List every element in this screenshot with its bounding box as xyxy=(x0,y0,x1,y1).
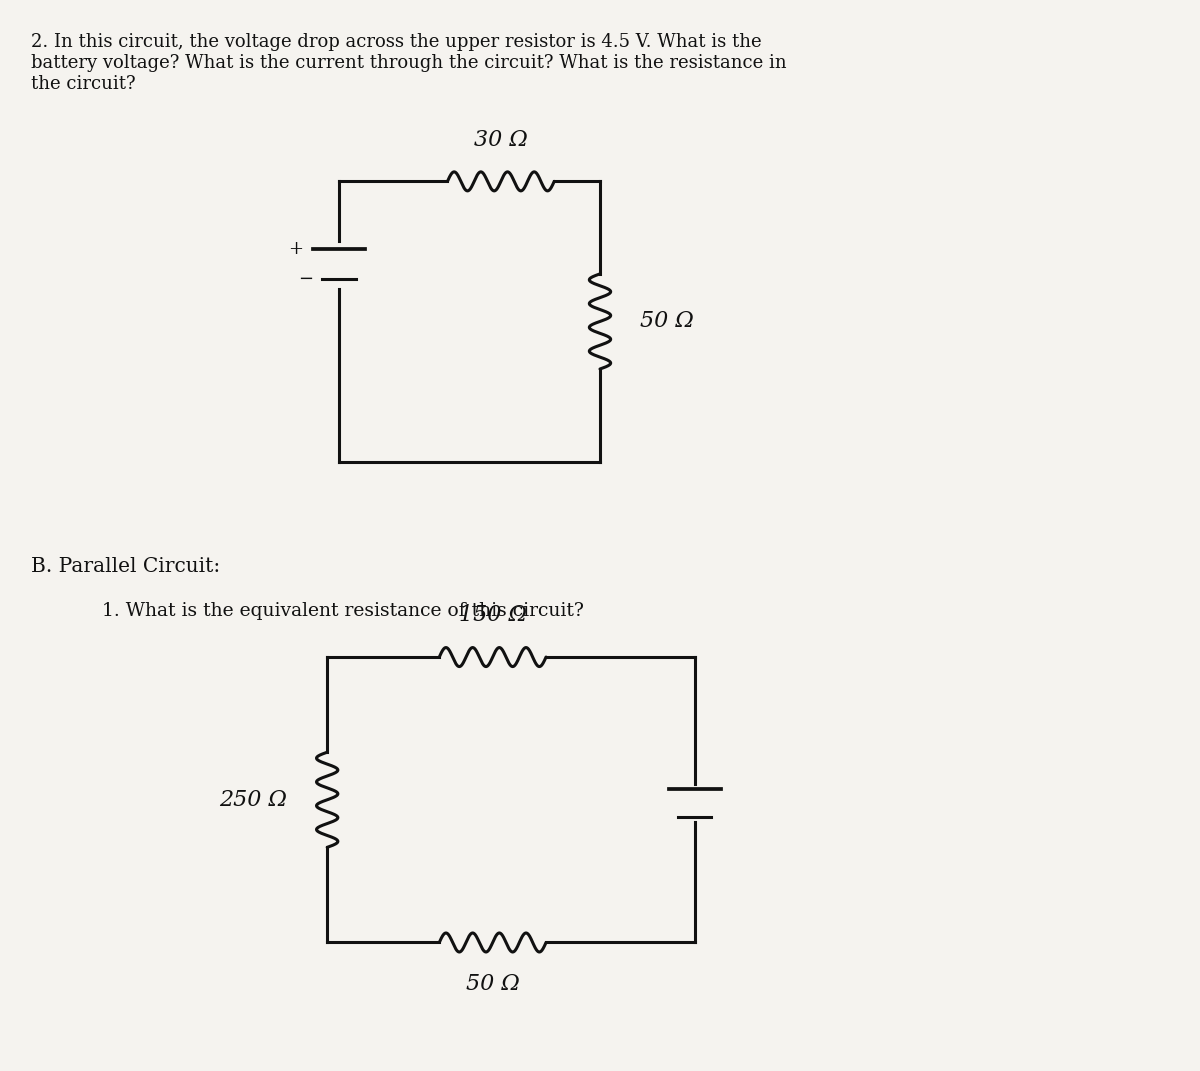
Text: 1. What is the equivalent resistance of this circuit?: 1. What is the equivalent resistance of … xyxy=(102,602,583,620)
Text: 30 Ω: 30 Ω xyxy=(474,129,528,151)
Text: 2. In this circuit, the voltage drop across the upper resistor is 4.5 V. What is: 2. In this circuit, the voltage drop acr… xyxy=(31,33,786,93)
Text: −: − xyxy=(298,270,313,288)
Text: 250 Ω: 250 Ω xyxy=(218,788,287,811)
Text: +: + xyxy=(288,240,304,258)
Text: 50 Ω: 50 Ω xyxy=(466,974,520,995)
Text: 150 Ω: 150 Ω xyxy=(458,604,527,627)
Text: 50 Ω: 50 Ω xyxy=(641,311,695,332)
Text: B. Parallel Circuit:: B. Parallel Circuit: xyxy=(31,557,220,575)
